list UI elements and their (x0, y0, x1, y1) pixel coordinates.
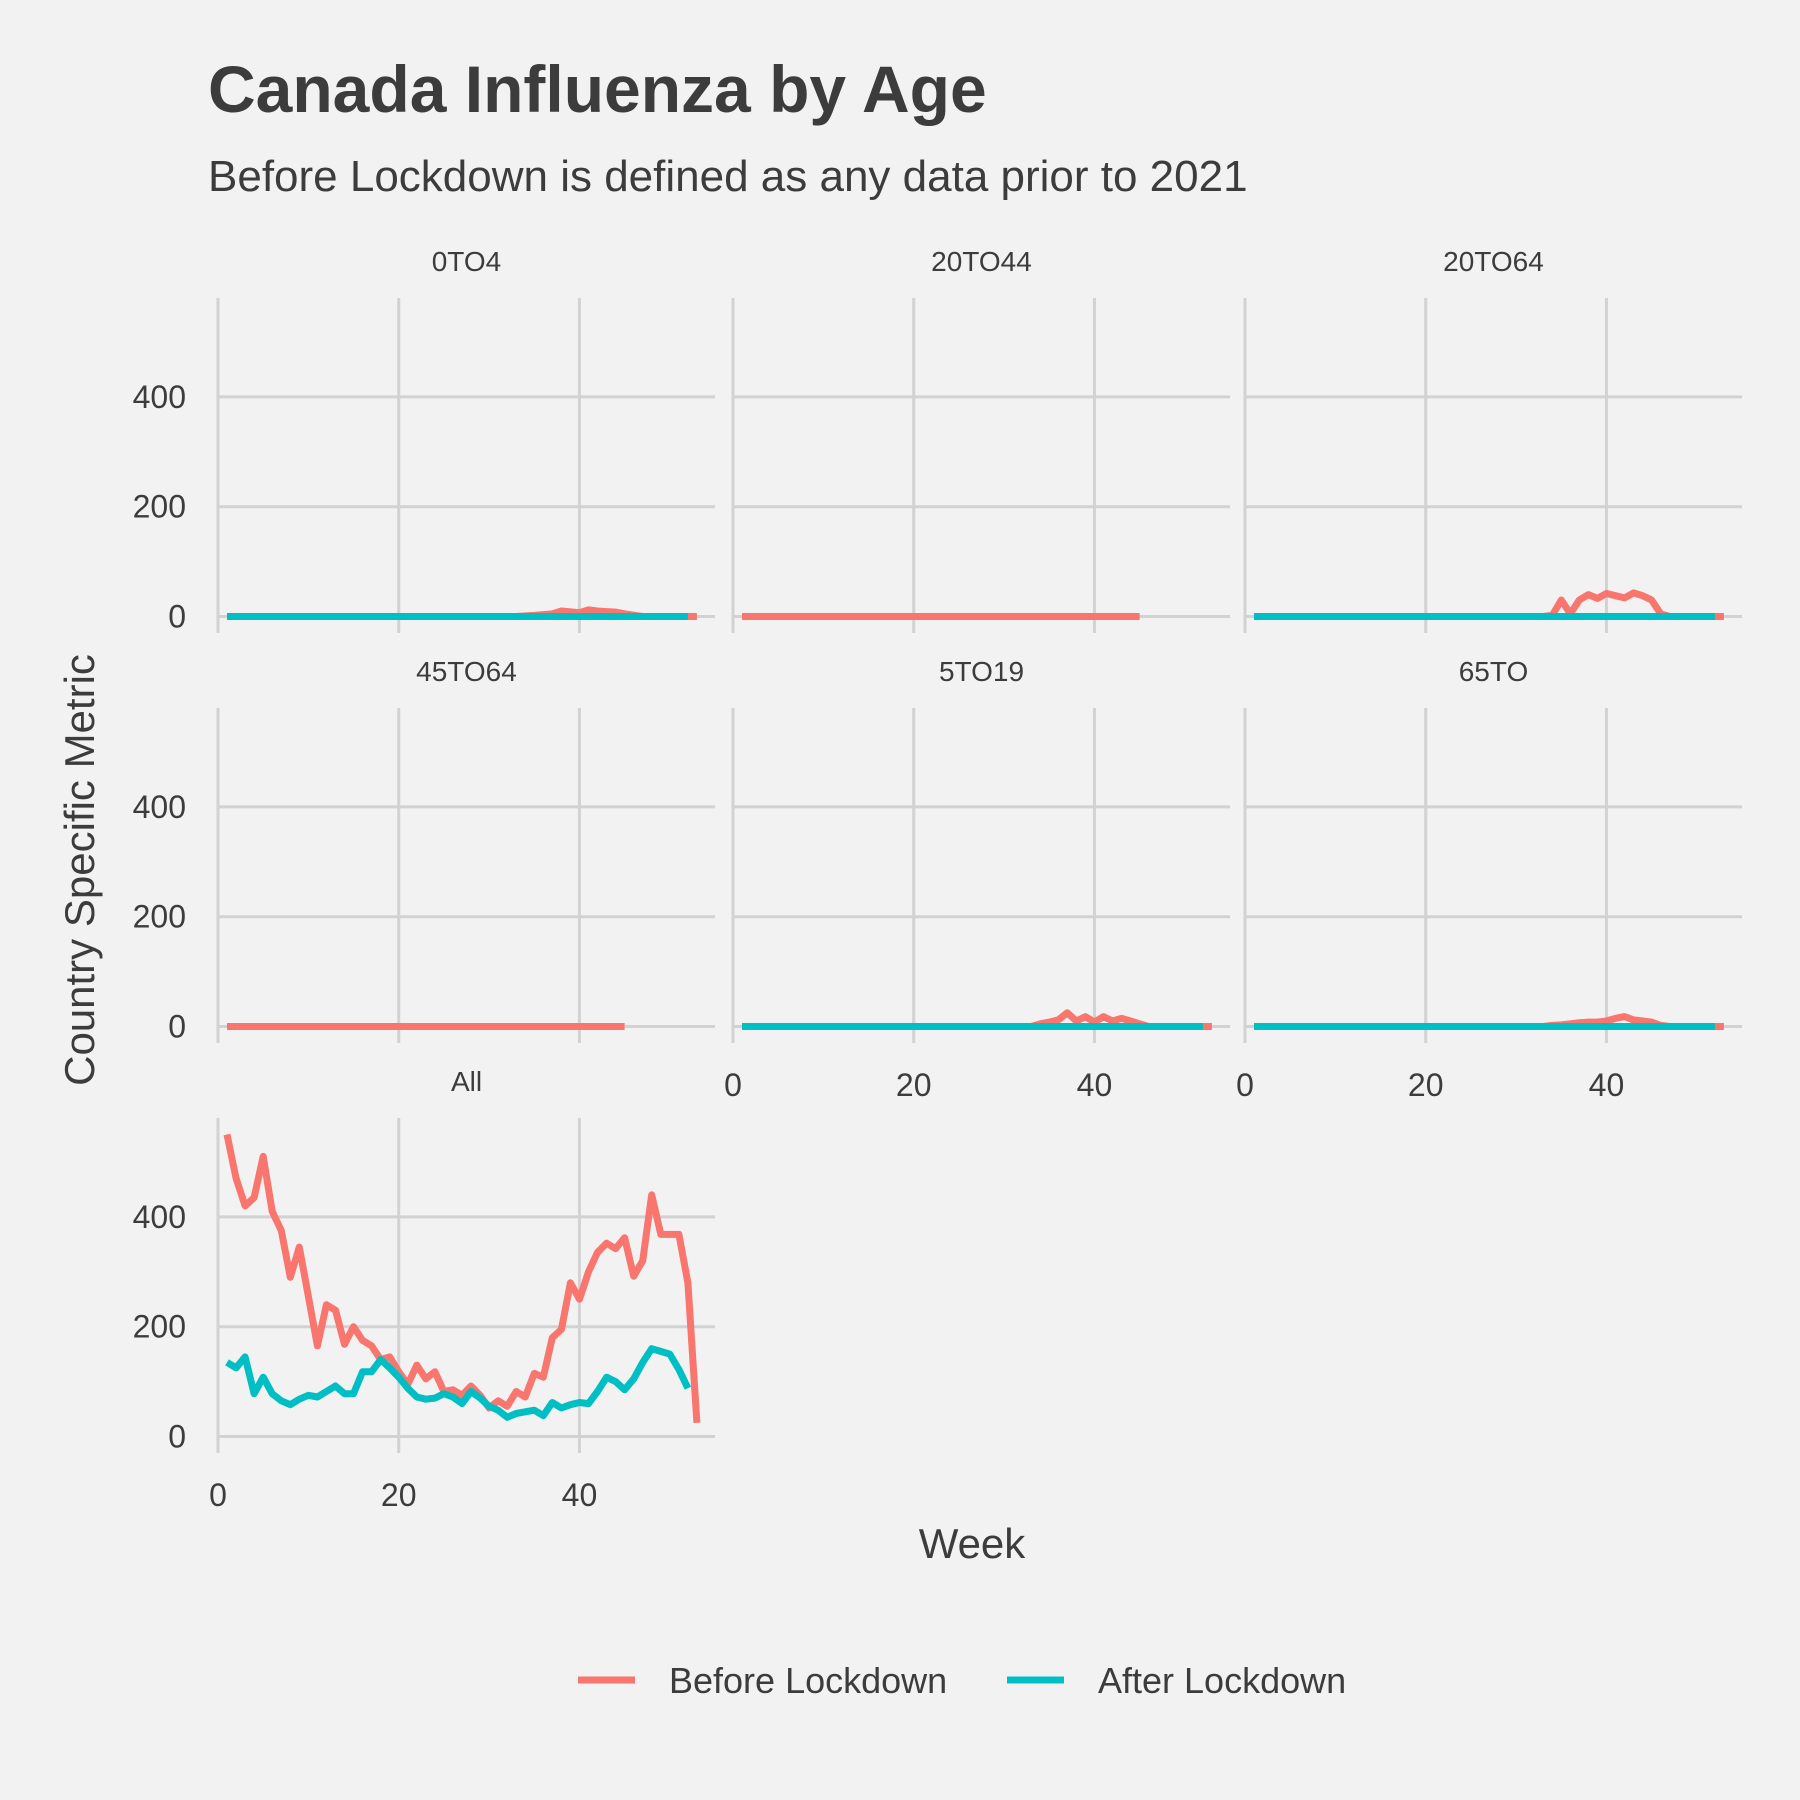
y-tick-label: 200 (133, 489, 186, 525)
series-line-after-lockdown (225, 1345, 692, 1421)
facet-label: All (451, 1066, 482, 1097)
facet-label: 65TO (1459, 656, 1529, 687)
y-tick-label: 400 (133, 1199, 186, 1235)
x-tick-label: 0 (209, 1477, 227, 1513)
x-tick-label: 0 (1236, 1067, 1254, 1103)
chart-title: Canada Influenza by Age (208, 52, 987, 126)
facet-label: 20TO64 (1443, 246, 1544, 277)
y-axis-title: Country Specific Metric (56, 654, 103, 1086)
legend: Before Lockdown After Lockdown (578, 1660, 1346, 1701)
chart-subtitle: Before Lockdown is defined as any data p… (208, 152, 1248, 201)
y-tick-label: 400 (133, 379, 186, 415)
series-line-before-lockdown (223, 1133, 701, 1424)
facet-panel-20to44: 20TO44 (731, 246, 1230, 633)
x-tick-label: 20 (896, 1067, 932, 1103)
x-tick-label: 20 (381, 1477, 417, 1513)
facet-label: 5TO19 (939, 656, 1024, 687)
facet-label: 45TO64 (416, 656, 517, 687)
y-tick-label: 0 (168, 1419, 186, 1455)
x-axis-title: Week (919, 1520, 1027, 1567)
x-tick-label: 40 (562, 1477, 598, 1513)
legend-label-after-lockdown: After Lockdown (1098, 1660, 1346, 1701)
y-tick-label: 0 (168, 599, 186, 635)
facet-panel-45to64: 45TO64 0 200 400 (133, 656, 715, 1045)
y-tick-label: 200 (133, 1309, 186, 1345)
facet-panel-65to: 65TO 0 20 40 (1236, 656, 1742, 1103)
facet-panel-20to64: 20TO64 (1243, 246, 1742, 633)
legend-label-before-lockdown: Before Lockdown (669, 1660, 947, 1701)
y-tick-label: 400 (133, 789, 186, 825)
x-tick-label: 40 (1077, 1067, 1113, 1103)
x-tick-label: 0 (724, 1067, 742, 1103)
x-tick-label: 40 (1589, 1067, 1625, 1103)
y-tick-label: 0 (168, 1009, 186, 1045)
facet-panel-5to19: 5TO19 0 20 40 (724, 656, 1230, 1103)
facet-panel-0to4: 0TO4 0 200 400 (133, 246, 715, 635)
facet-panel-all: All 0 200 400 0 20 40 (133, 1066, 715, 1513)
x-tick-label: 20 (1408, 1067, 1444, 1103)
y-tick-label: 200 (133, 899, 186, 935)
facet-label: 0TO4 (432, 246, 502, 277)
series-line-before-lockdown (1254, 589, 1724, 620)
facet-label: 20TO44 (931, 246, 1032, 277)
